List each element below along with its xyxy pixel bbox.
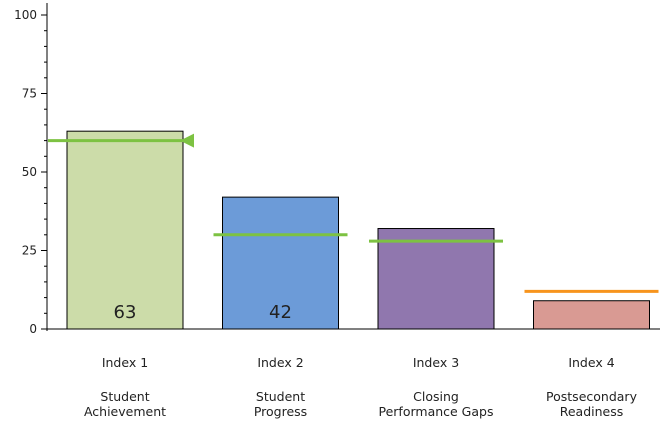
y-tick-label: 25 [22,244,37,258]
category-name-label: Performance Gaps [379,404,494,419]
target-lines [48,133,659,293]
data-label-1: 63 [114,302,137,323]
category-name-label: Student [100,389,149,404]
y-tick-label: 50 [22,165,37,179]
category-name-label: Achievement [84,404,166,419]
category-index-label: Index 4 [568,355,614,370]
y-tick-label: 0 [29,322,37,336]
bar-3 [377,228,495,330]
category-name-label: Postsecondary [546,389,638,404]
category-name-label: Readiness [560,404,624,419]
category-index-label: Index 3 [413,355,459,370]
category-index-label: Index 1 [102,355,148,370]
y-tick-label: 75 [22,87,37,101]
y-tick-label: 100 [14,8,37,22]
category-name-label: Student [256,389,305,404]
category-name-label: Progress [254,404,307,419]
category-index-label: Index 2 [257,355,303,370]
bar-2 [222,196,339,330]
data-label-2: 42 [269,302,292,323]
bars: 63 42 [66,130,650,330]
bar-1 [66,130,184,330]
target-marker-1 [180,133,194,148]
bar-4 [533,300,650,330]
category-name-label: Closing [413,389,459,404]
